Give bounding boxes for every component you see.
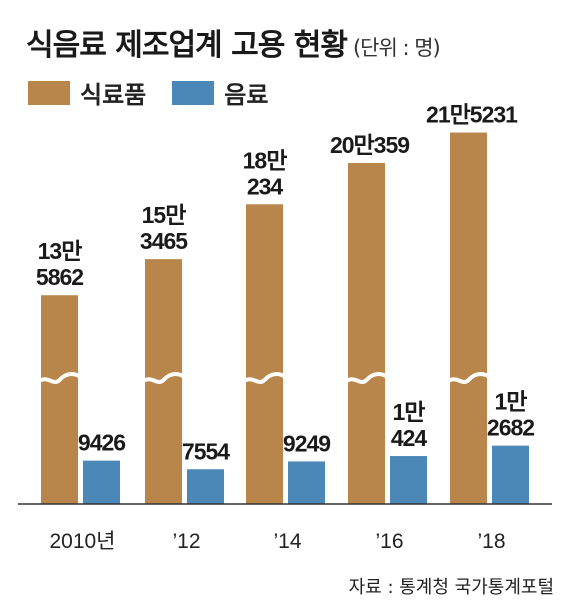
x-tick-label-4: ’18 [477,530,505,553]
beverage-value-label-3-line-1: 1만 [393,399,426,425]
legend-swatch-beverage [172,80,215,105]
legend-swatch-food [28,80,70,105]
chart-title: 식음료 제조업계 고용 현황 (단위 : 명) [26,20,441,64]
beverage-value-label-2-line-1: 9249 [283,430,330,456]
food-value-label-0-line-1: 13만 [38,238,83,264]
axis-break-3 [342,372,391,385]
beverage-bar-0 [83,460,120,504]
beverage-value-label-1-line-1: 7554 [182,438,230,464]
legend-label-beverage: 음료 [224,81,269,109]
beverage-value-label-0-line-1: 9426 [78,430,125,456]
axis-break-0 [35,372,84,385]
food-value-label-2-line-2: 234 [247,173,284,199]
beverage-bar-4 [492,445,529,504]
x-tick-label-3: ’16 [375,530,403,553]
beverage-value-label-4-line-2: 2682 [487,415,534,441]
x-tick-label-0: 2010년 [49,530,115,553]
legend-label-food: 식료품 [80,81,147,109]
food-bar-3 [348,163,385,505]
axis-break-1 [139,372,188,385]
x-tick-label-2: ’14 [273,530,301,553]
food-bar-4 [450,132,487,505]
unit-label: (단위 : 명) [352,36,441,60]
legend-item-food: 식료품 [28,75,146,110]
axis-break-2 [240,372,289,385]
legend: 식료품 음료 [28,75,294,110]
beverage-bar-2 [288,461,325,504]
legend-item-beverage: 음료 [172,75,268,110]
beverage-value-label-3-line-2: 424 [391,425,428,451]
food-bar-0 [41,295,78,504]
beverage-bar-1 [187,469,224,504]
chart-title-text: 식음료 제조업계 고용 현황 [26,28,348,63]
beverage-value-label-4-line-1: 1만 [495,389,528,415]
axis-break-4 [444,372,493,385]
food-value-label-3-line-1: 20만359 [330,132,409,158]
food-value-label-1-line-2: 3465 [140,228,188,254]
x-tick-label-1: ’12 [172,530,200,553]
food-value-label-1-line-1: 15만 [142,202,187,228]
food-value-label-2-line-1: 18만 [243,147,288,173]
food-value-label-0-line-2: 5862 [36,264,83,290]
beverage-bar-3 [390,456,427,504]
food-value-label-4-line-1: 21만5231 [426,102,518,128]
source-note: 자료 : 통계청 국가통계포털 [348,577,554,598]
food-bar-2 [246,204,283,504]
